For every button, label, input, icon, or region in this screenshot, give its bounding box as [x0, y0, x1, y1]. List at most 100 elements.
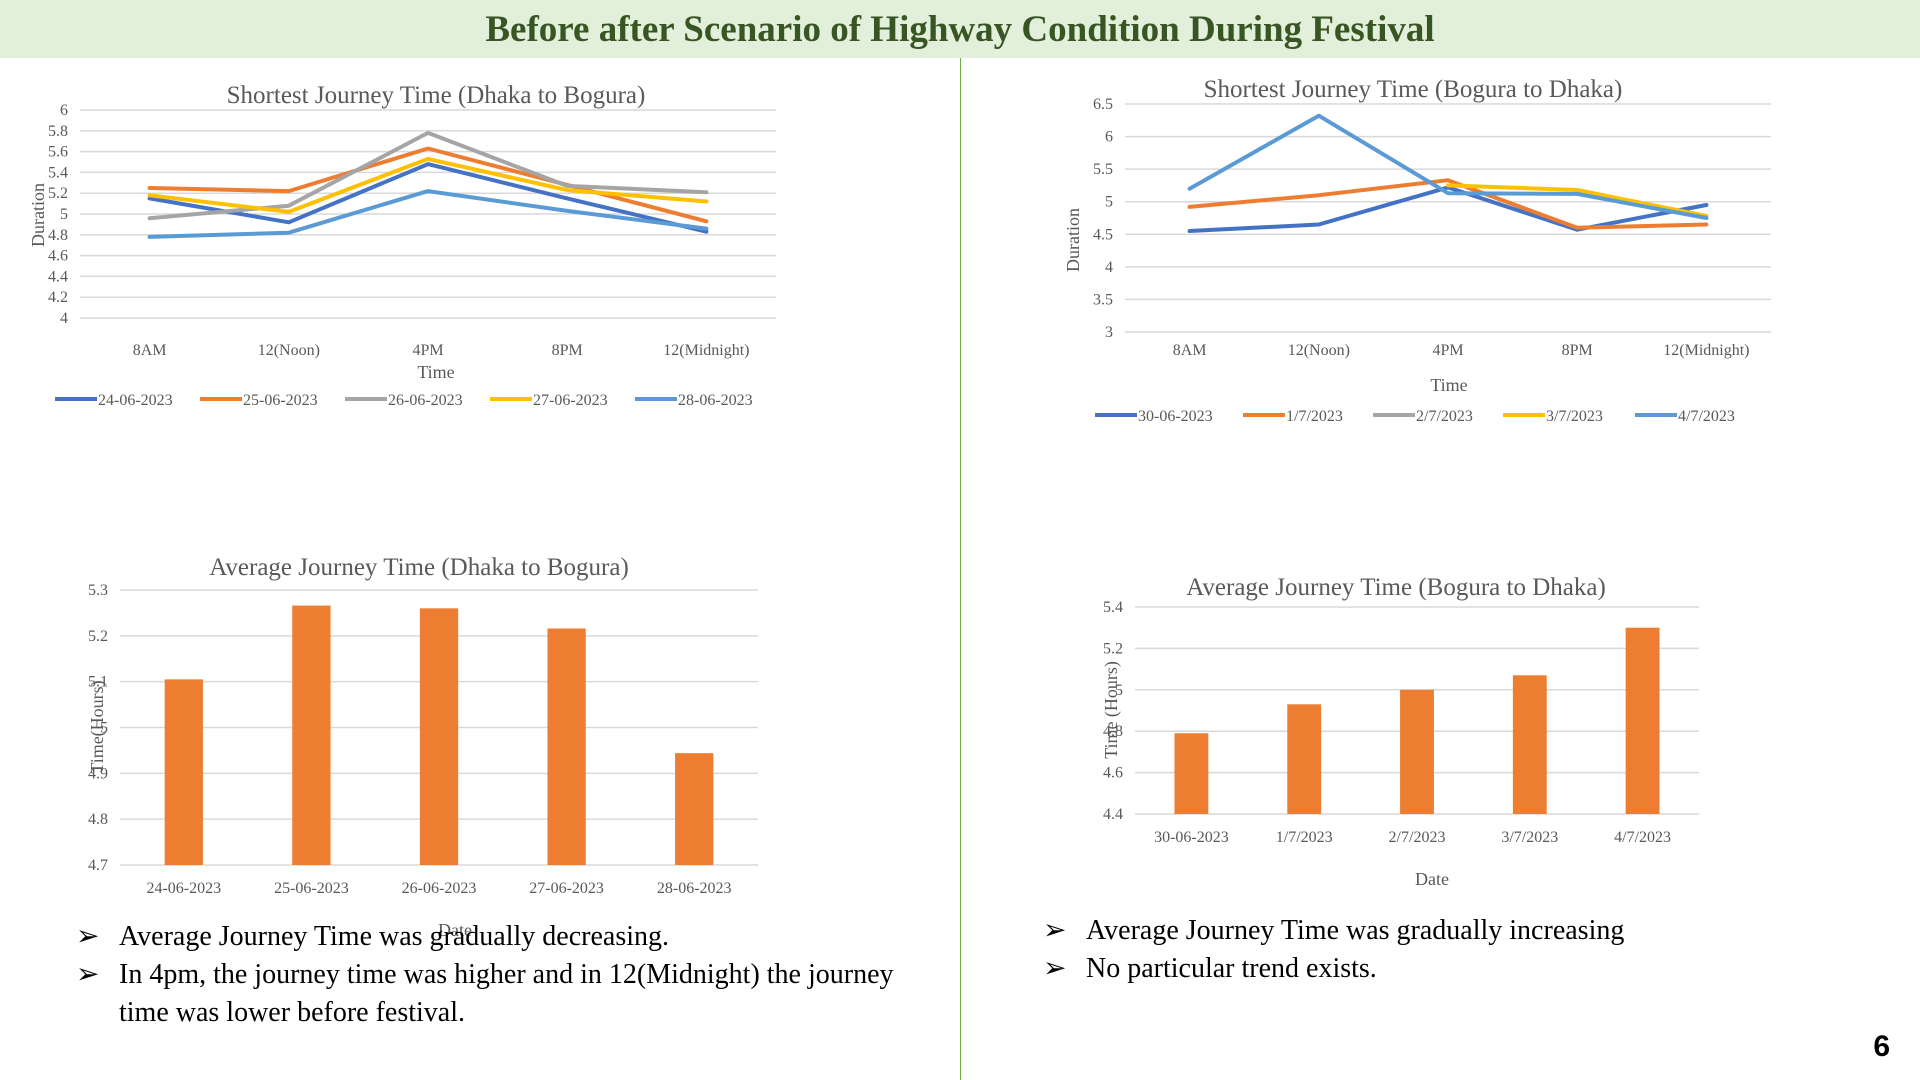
y-tick-label: 5.2 [1103, 640, 1123, 657]
page-title: Before after Scenario of Highway Conditi… [485, 8, 1435, 50]
legend-label: 2/7/2023 [1416, 408, 1473, 425]
legend-label: 25-06-2023 [243, 392, 318, 409]
y-tick-label: 5 [1115, 682, 1123, 699]
y-axis-title: Time (Hours) [1101, 661, 1122, 759]
y-axis-title: Duration [28, 183, 48, 247]
bar [164, 679, 203, 865]
y-tick-label: 6 [1105, 129, 1113, 146]
y-tick-label: 5 [100, 720, 108, 737]
y-tick-label: 5.6 [48, 144, 68, 161]
bar [1287, 704, 1322, 814]
legend-label: 30-06-2023 [1138, 408, 1213, 425]
y-tick-label: 6.5 [1093, 96, 1113, 113]
bar [1512, 675, 1547, 814]
chart-title: Shortest Journey Time (Bogura to Dhaka) [1204, 76, 1623, 103]
bar [547, 628, 586, 865]
chart-title: Average Journey Time (Bogura to Dhaka) [1186, 574, 1606, 601]
y-tick-label: 4.9 [88, 765, 108, 782]
x-tick-label: 12(Midnight) [1663, 342, 1749, 359]
series-line [147, 146, 709, 224]
y-tick-label: 4 [1105, 259, 1113, 276]
chart-shortest-dhaka-to-bogura: Shortest Journey Time (Dhaka to Bogura) 4… [28, 82, 776, 409]
bar [292, 605, 331, 865]
y-axis-title: Time(Hours) [87, 680, 108, 773]
y-tick-label: 5.8 [48, 123, 68, 140]
x-tick-label: 27-06-2023 [529, 880, 604, 897]
legend-label: 24-06-2023 [98, 392, 173, 409]
x-tick-label: 28-06-2023 [657, 880, 732, 897]
bar [419, 608, 459, 865]
legend-label: 3/7/2023 [1546, 408, 1603, 425]
x-tick-label: 8AM [133, 342, 167, 359]
y-tick-label: 4.4 [48, 268, 68, 285]
bullet-item: ➢ No particular trend exists. [1043, 950, 1863, 988]
x-tick-label: 2/7/2023 [1389, 829, 1446, 846]
x-tick-label: 24-06-2023 [146, 880, 221, 897]
y-tick-label: 5.3 [88, 582, 108, 599]
x-axis-title: Date [1415, 869, 1449, 889]
y-tick-label: 4 [60, 310, 68, 327]
bar [1174, 733, 1209, 814]
y-tick-label: 4.6 [48, 248, 68, 265]
chart-title: Average Journey Time (Dhaka to Bogura) [209, 554, 629, 581]
x-axis-title: Time [417, 362, 454, 382]
x-tick-label: 8PM [552, 342, 583, 359]
y-tick-label: 4.4 [1103, 806, 1123, 823]
legend-label: 27-06-2023 [533, 392, 608, 409]
left-bullet-list: ➢ Average Journey Time was gradually decr… [76, 918, 896, 1032]
y-tick-label: 4.5 [1093, 226, 1113, 243]
chart-shortest-bogura-to-dhaka: Shortest Journey Time (Bogura to Dhaka) 3… [1063, 76, 1771, 425]
y-tick-label: 4.7 [88, 857, 108, 874]
bullet-text: No particular trend exists. [1086, 953, 1377, 984]
x-tick-label: 30-06-2023 [1154, 829, 1229, 846]
x-axis-title: Time [1430, 375, 1467, 395]
title-bar: Before after Scenario of Highway Conditi… [0, 0, 1920, 58]
bullet-item: ➢ Average Journey Time was gradually incr… [1043, 912, 1863, 950]
x-tick-label: 4PM [412, 342, 443, 359]
x-tick-label: 26-06-2023 [402, 880, 477, 897]
arrow-bullet-icon: ➢ [76, 959, 100, 990]
series-line [1446, 183, 1709, 218]
series-line [147, 130, 709, 221]
y-tick-label: 4.8 [48, 227, 68, 244]
x-tick-label: 25-06-2023 [274, 880, 349, 897]
bullet-item: ➢ In 4pm, the journey time was higher and… [76, 956, 896, 1032]
x-tick-label: 12(Noon) [1288, 342, 1350, 359]
y-tick-label: 5.1 [88, 674, 108, 691]
series-line [147, 156, 709, 214]
legend-label: 4/7/2023 [1678, 408, 1735, 425]
bullet-item: ➢ Average Journey Time was gradually decr… [76, 918, 896, 956]
y-tick-label: 5 [1105, 194, 1113, 211]
bullet-text: Average Journey Time was gradually incre… [1086, 915, 1625, 946]
series-line [1187, 178, 1709, 230]
right-bullet-list: ➢ Average Journey Time was gradually incr… [1043, 912, 1863, 988]
y-tick-label: 5.2 [88, 628, 108, 645]
y-tick-label: 3 [1105, 324, 1113, 341]
page-number: 6 [1873, 1030, 1890, 1063]
chart-average-dhaka-to-bogura: Average Journey Time (Dhaka to Bogura) 4.… [87, 554, 758, 940]
arrow-bullet-icon: ➢ [1043, 953, 1067, 984]
column-divider [960, 58, 961, 1080]
series-line [147, 189, 709, 239]
y-tick-label: 5.4 [48, 164, 68, 181]
legend-label: 1/7/2023 [1286, 408, 1343, 425]
y-tick-label: 5 [60, 206, 68, 223]
x-tick-label: 4/7/2023 [1614, 829, 1671, 846]
chart-average-bogura-to-dhaka: Average Journey Time (Bogura to Dhaka) 4.… [1101, 574, 1699, 889]
legend-label: 28-06-2023 [678, 392, 753, 409]
y-tick-label: 5.5 [1093, 161, 1113, 178]
y-tick-label: 5.4 [1103, 599, 1123, 616]
arrow-bullet-icon: ➢ [76, 921, 100, 952]
arrow-bullet-icon: ➢ [1043, 915, 1067, 946]
y-tick-label: 4.2 [48, 289, 68, 306]
series-line [147, 162, 709, 234]
y-tick-label: 3.5 [1093, 291, 1113, 308]
x-tick-label: 8PM [1562, 342, 1593, 359]
chart-title: Shortest Journey Time (Dhaka to Bogura) [227, 82, 646, 109]
x-tick-label: 3/7/2023 [1501, 829, 1558, 846]
bar [675, 753, 714, 865]
bullet-text: Average Journey Time was gradually decre… [119, 921, 669, 952]
bar [1625, 627, 1660, 814]
y-tick-label: 4.8 [1103, 723, 1123, 740]
y-tick-label: 4.8 [88, 811, 108, 828]
